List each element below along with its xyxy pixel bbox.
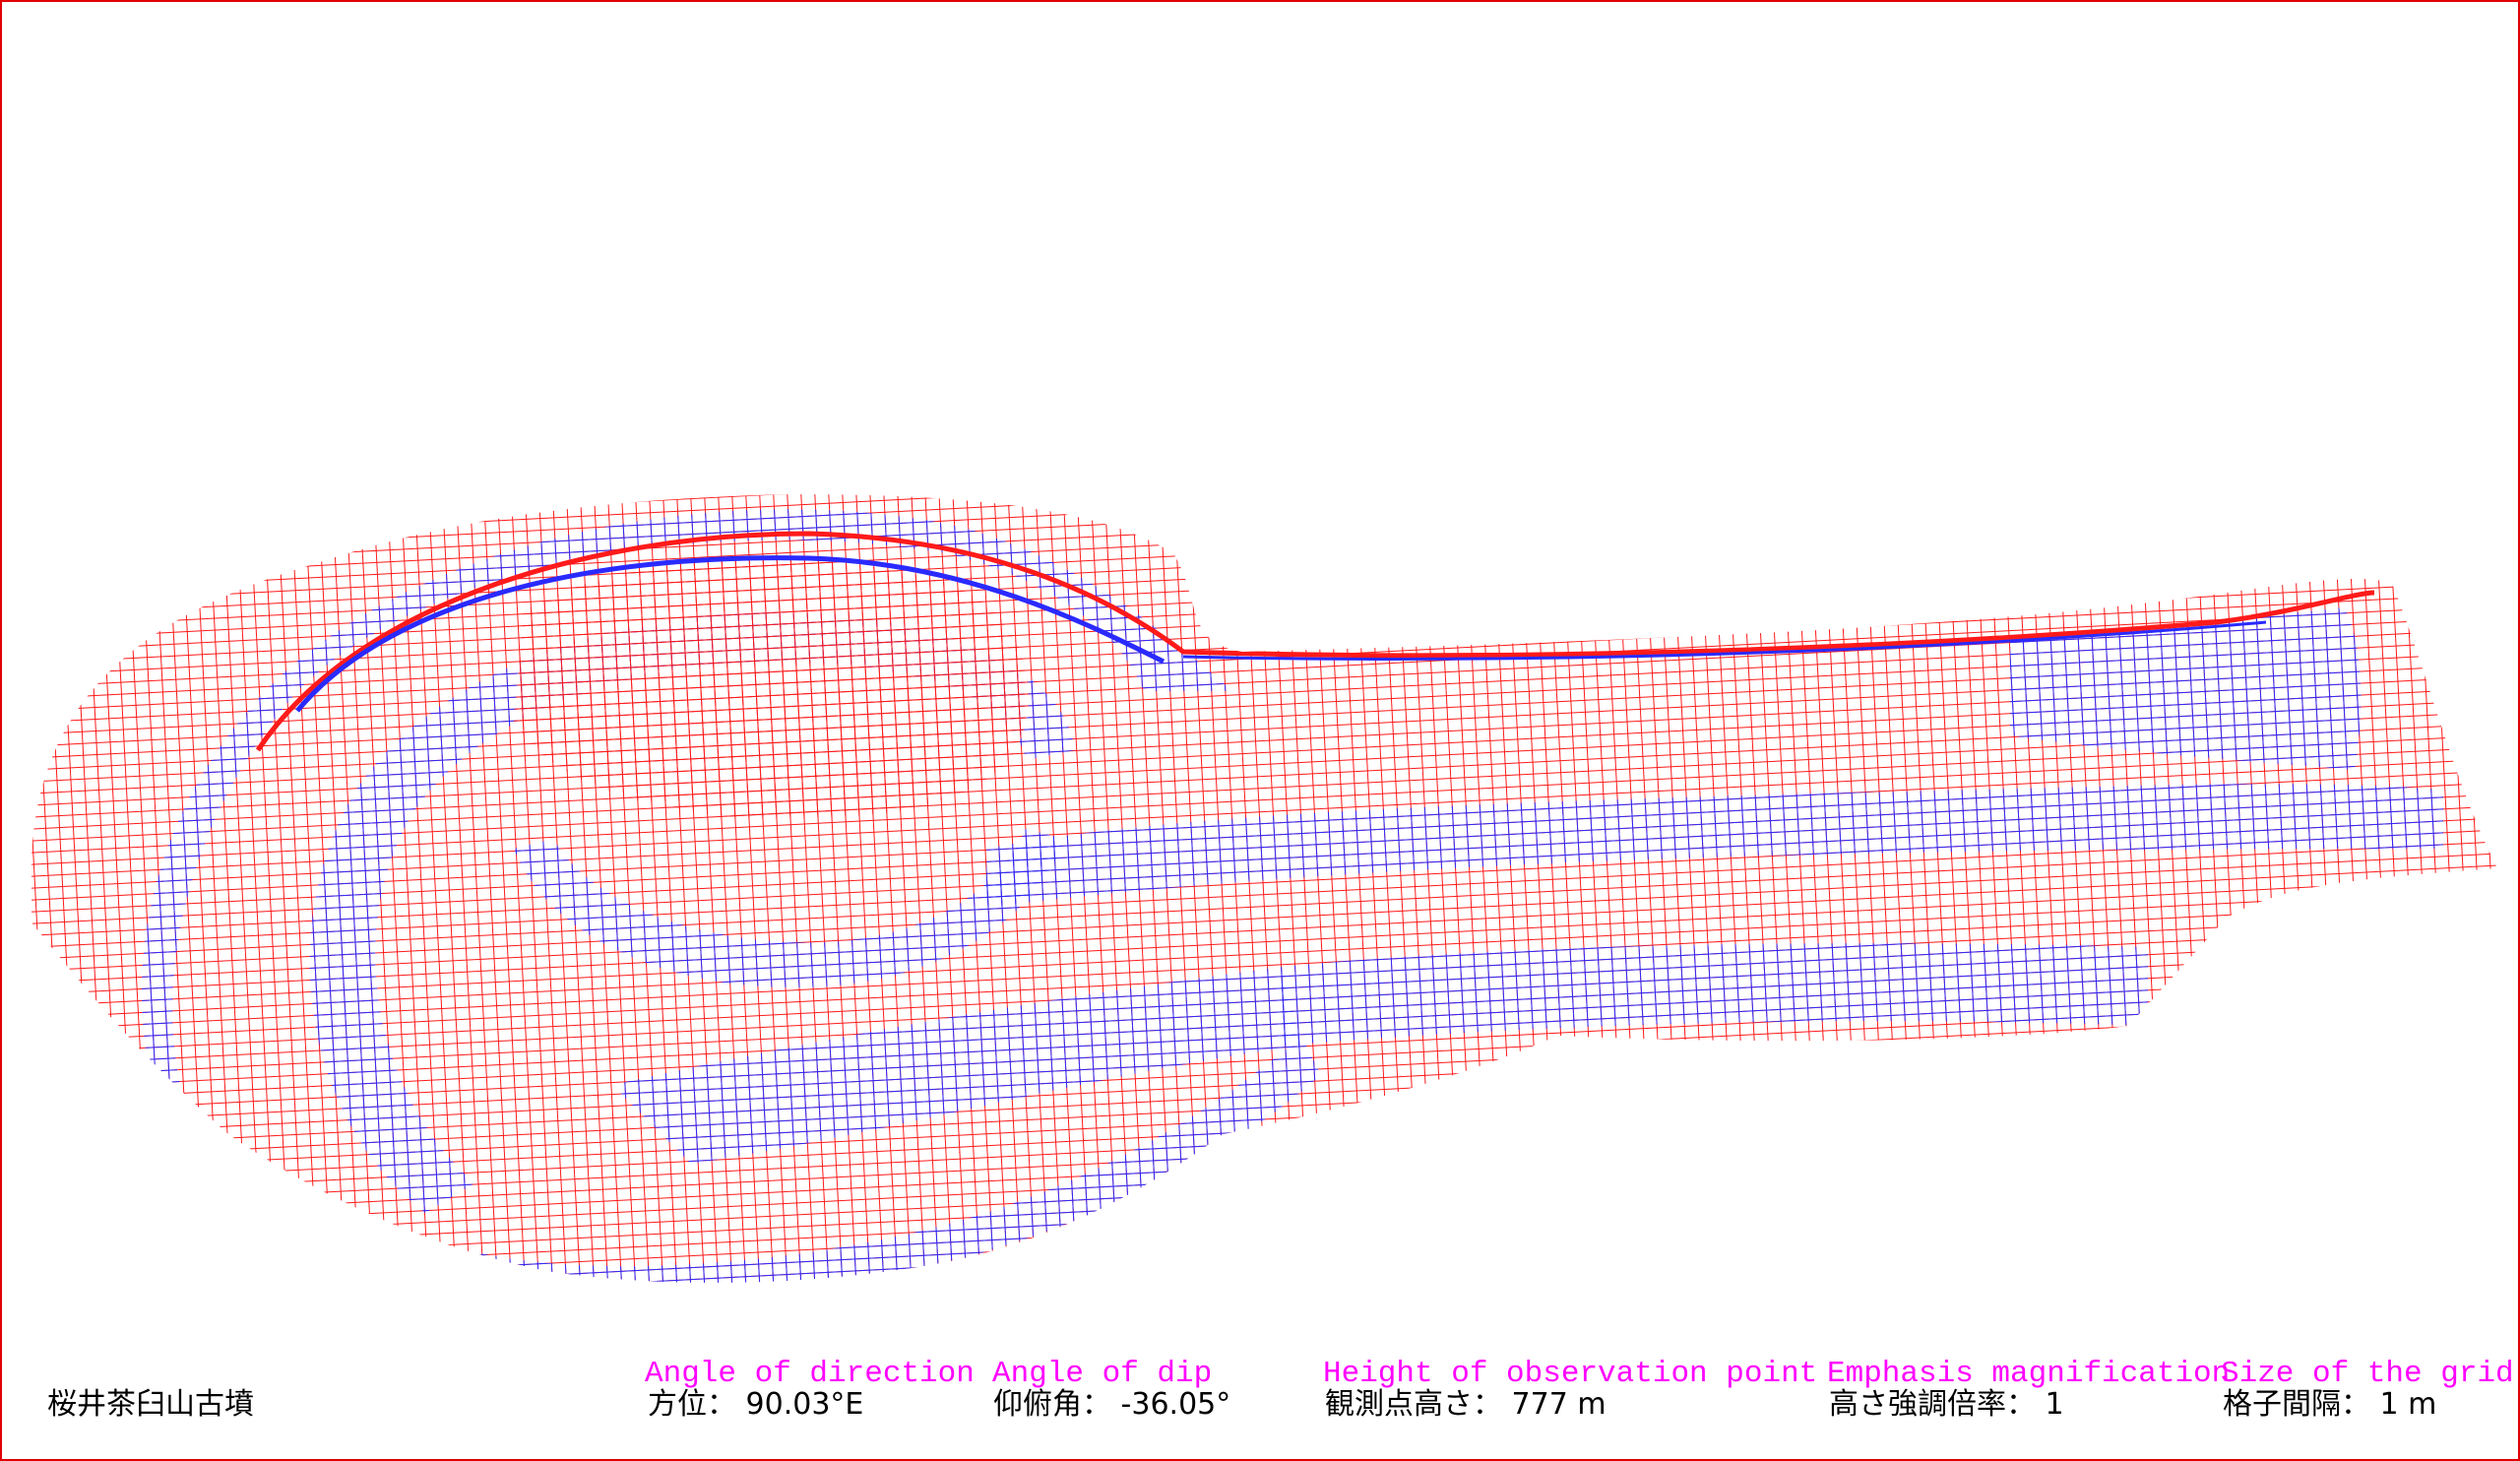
direction-value: 方位： 90.03°E (648, 1387, 864, 1422)
emphasis-value: 高さ強調倍率： 1 (1829, 1387, 2064, 1422)
dip-value: 仰俯角： -36.05° (993, 1387, 1231, 1422)
grid-size-label: Size of the grid (2221, 1357, 2514, 1391)
direction-label: Angle of direction (645, 1357, 975, 1391)
height-value: 観測点高さ： 777 m (1325, 1387, 1606, 1422)
grid-size-value: 格子間隔： 1 m (2223, 1387, 2437, 1422)
site-title: 桜井茶臼山古墳 (47, 1387, 254, 1422)
dip-label: Angle of dip (992, 1357, 1213, 1391)
emphasis-label: Emphasis magnification (1827, 1357, 2231, 1391)
height-label: Height of observation point (1323, 1357, 1818, 1391)
